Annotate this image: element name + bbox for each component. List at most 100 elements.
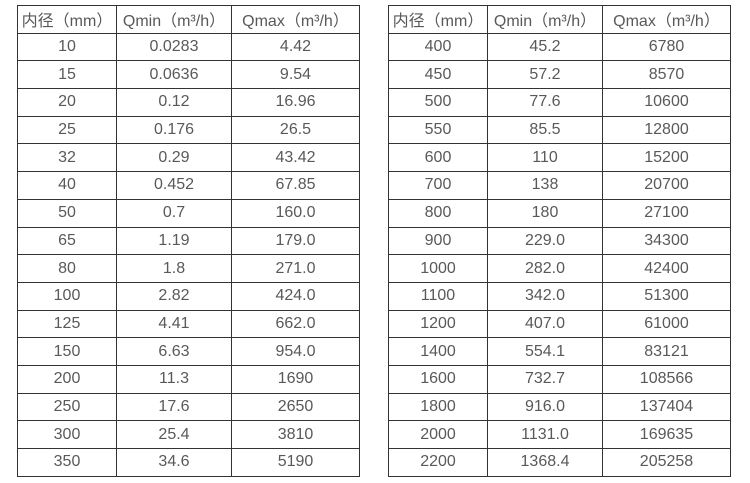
table-cell: 43.42: [231, 143, 360, 173]
table-cell: 4.41: [116, 309, 232, 339]
table-cell: 80: [17, 254, 117, 283]
table-cell: 0.12: [116, 88, 232, 117]
table-cell: 2200: [388, 448, 488, 477]
table-cell: 4.42: [231, 32, 360, 62]
table-cell: 229.0: [487, 226, 603, 256]
table-cell: 1.19: [116, 226, 232, 256]
table-cell: 0.0636: [116, 60, 232, 90]
table-cell: 51300: [602, 281, 731, 311]
table-cell: 954.0: [231, 337, 360, 366]
table-row: 150 6.63 954.0: [17, 337, 360, 366]
table-cell: 179.0: [231, 226, 360, 256]
table-cell: 0.452: [116, 171, 232, 200]
table-cell: 450: [388, 60, 488, 90]
table-cell: 300: [17, 420, 117, 449]
table-cell: 45.2: [487, 32, 603, 62]
table-cell: 407.0: [487, 309, 603, 339]
table-row: 1100 342.0 51300: [388, 281, 731, 311]
table-row: 2000 1131.0 169635: [388, 420, 731, 449]
table-row: 1200 407.0 61000: [388, 309, 731, 339]
table-row: 300 25.4 3810: [17, 420, 360, 449]
table-cell: 0.7: [116, 198, 232, 228]
table-cell: 550: [388, 115, 488, 145]
table-row: 125 4.41 662.0: [17, 309, 360, 339]
table-cell: 1400: [388, 337, 488, 366]
table-row: 2200 1368.4 205258: [388, 448, 731, 477]
table-cell: 282.0: [487, 254, 603, 283]
table-cell: 11.3: [116, 364, 232, 394]
table-cell: 26.5: [231, 115, 360, 145]
table-cell: 400: [388, 32, 488, 62]
header-qmin: Qmin（m³/h）: [487, 5, 603, 34]
table-cell: 17.6: [116, 392, 232, 422]
header-inner-diameter: 内径（mm）: [17, 5, 117, 34]
table-row: 40 0.452 67.85: [17, 171, 360, 200]
table-row: 1600 732.7 108566: [388, 364, 731, 394]
table-cell: 20700: [602, 171, 731, 200]
table-cell: 100: [17, 281, 117, 311]
table-cell: 600: [388, 143, 488, 173]
table-cell: 40: [17, 171, 117, 200]
table-cell: 15200: [602, 143, 731, 173]
table-row: 32 0.29 43.42: [17, 143, 360, 173]
table-cell: 67.85: [231, 171, 360, 200]
table-cell: 2650: [231, 392, 360, 422]
table-cell: 57.2: [487, 60, 603, 90]
table-cell: 6780: [602, 32, 731, 62]
table-cell: 500: [388, 88, 488, 117]
table-cell: 0.0283: [116, 32, 232, 62]
table-row: 1400 554.1 83121: [388, 337, 731, 366]
table-cell: 77.6: [487, 88, 603, 117]
table-cell: 0.176: [116, 115, 232, 145]
table-row: 1800 916.0 137404: [388, 392, 731, 422]
table-row: 500 77.6 10600: [388, 88, 731, 117]
table-cell: 42400: [602, 254, 731, 283]
table-cell: 61000: [602, 309, 731, 339]
table-cell: 15: [17, 60, 117, 90]
table-cell: 10: [17, 32, 117, 62]
table-cell: 1600: [388, 364, 488, 394]
table-cell: 1200: [388, 309, 488, 339]
table-row: 450 57.2 8570: [388, 60, 731, 90]
table-row: 350 34.6 5190: [17, 448, 360, 477]
table-cell: 9.54: [231, 60, 360, 90]
table-row: 250 17.6 2650: [17, 392, 360, 422]
flow-spec-table-small-diameters: 内径（mm） Qmin（m³/h） Qmax（m³/h） 10 0.0283 4.4…: [17, 5, 360, 477]
table-cell: 137404: [602, 392, 731, 422]
flow-spec-table-large-diameters: 内径（mm） Qmin（m³/h） Qmax（m³/h） 400 45.2 6780…: [388, 5, 731, 477]
header-qmax: Qmax（m³/h）: [602, 5, 731, 34]
header-row: 内径（mm） Qmin（m³/h） Qmax（m³/h）: [17, 5, 360, 34]
header-inner-diameter: 内径（mm）: [388, 5, 488, 34]
table-cell: 27100: [602, 198, 731, 228]
table-cell: 2000: [388, 420, 488, 449]
table-cell: 16.96: [231, 88, 360, 117]
table-cell: 25: [17, 115, 117, 145]
table-cell: 2.82: [116, 281, 232, 311]
table-cell: 180: [487, 198, 603, 228]
table-cell: 205258: [602, 448, 731, 477]
table-cell: 424.0: [231, 281, 360, 311]
table-cell: 110: [487, 143, 603, 173]
table-row: 100 2.82 424.0: [17, 281, 360, 311]
table-cell: 271.0: [231, 254, 360, 283]
table-cell: 916.0: [487, 392, 603, 422]
table-cell: 65: [17, 226, 117, 256]
table-cell: 83121: [602, 337, 731, 366]
table-row: 400 45.2 6780: [388, 32, 731, 62]
table-cell: 1800: [388, 392, 488, 422]
table-cell: 34.6: [116, 448, 232, 477]
table-row: 600 110 15200: [388, 143, 731, 173]
table-cell: 1000: [388, 254, 488, 283]
table-cell: 900: [388, 226, 488, 256]
table-cell: 1.8: [116, 254, 232, 283]
table-cell: 34300: [602, 226, 731, 256]
header-qmin: Qmin（m³/h）: [116, 5, 232, 34]
table-cell: 12800: [602, 115, 731, 145]
table-cell: 0.29: [116, 143, 232, 173]
table-cell: 20: [17, 88, 117, 117]
table-cell: 1100: [388, 281, 488, 311]
header-row: 内径（mm） Qmin（m³/h） Qmax（m³/h）: [388, 5, 731, 34]
table-row: 900 229.0 34300: [388, 226, 731, 256]
table-row: 65 1.19 179.0: [17, 226, 360, 256]
table-cell: 342.0: [487, 281, 603, 311]
